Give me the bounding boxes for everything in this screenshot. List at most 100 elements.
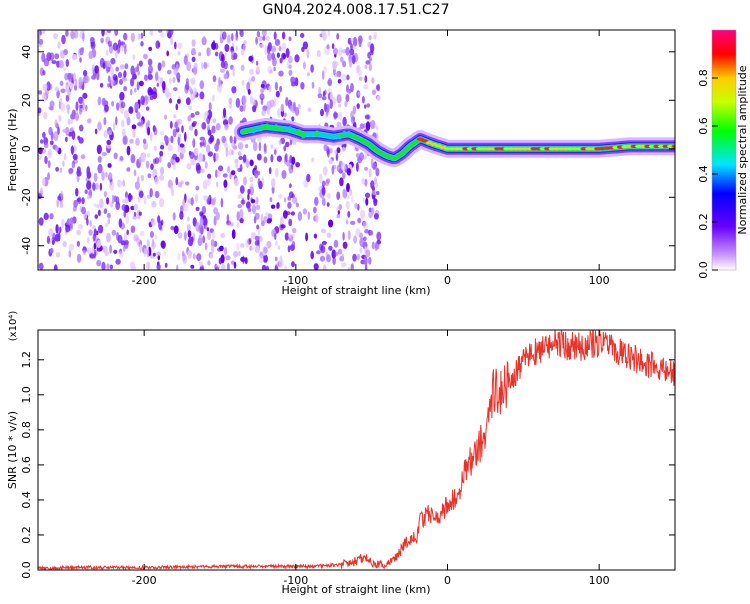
noise-blob (285, 141, 290, 148)
noise-blob (146, 120, 151, 127)
noise-blob (138, 190, 144, 198)
ridge-dot (273, 124, 279, 129)
noise-blob (249, 186, 254, 196)
noise-blob (188, 105, 192, 111)
noise-blob (208, 102, 212, 112)
noise-blob (306, 72, 310, 77)
noise-blob (230, 170, 236, 176)
noise-blob (137, 176, 140, 185)
noise-blob (137, 195, 141, 203)
noise-blob (196, 253, 202, 262)
noise-blob (106, 30, 112, 34)
noise-blob (227, 34, 231, 42)
noise-blob (331, 165, 335, 175)
ridge-dot (287, 126, 292, 131)
noise-blob (211, 231, 216, 240)
spectrogram-x-ticks: -200 -100 0 100 (132, 30, 610, 287)
noise-blob (321, 180, 326, 187)
spectrogram-marks (38, 30, 675, 270)
noise-blob (226, 262, 230, 270)
noise-blob (278, 45, 282, 52)
noise-blob (49, 213, 54, 220)
noise-blob (149, 188, 153, 198)
noise-blob (255, 60, 259, 66)
noise-blob (140, 95, 145, 106)
y-tick-label: 0.6 (20, 456, 33, 474)
noise-blob (68, 218, 74, 224)
noise-blob (109, 181, 115, 191)
noise-blob (328, 245, 333, 251)
ridge-dot (324, 133, 329, 139)
noise-blob (245, 158, 250, 169)
noise-blob (256, 170, 261, 176)
noise-blob (187, 230, 192, 238)
noise-blob (321, 186, 326, 196)
noise-blob (42, 83, 48, 91)
noise-blob (368, 256, 372, 265)
noise-blob (159, 131, 165, 136)
noise-blob (155, 40, 160, 49)
noise-blob (143, 196, 147, 205)
noise-blob (284, 265, 288, 270)
noise-blob (185, 181, 190, 186)
noise-blob (279, 85, 282, 93)
noise-blob (368, 35, 372, 41)
noise-blob (191, 56, 196, 62)
ridge-dot (305, 132, 311, 137)
noise-blob (43, 58, 50, 67)
noise-blob (369, 43, 375, 53)
noise-blob (115, 258, 121, 265)
noise-blob (105, 171, 108, 178)
noise-blob (94, 128, 98, 135)
noise-blob (125, 191, 128, 199)
noise-blob (138, 60, 143, 67)
noise-blob (367, 52, 371, 59)
noise-blob (41, 30, 46, 35)
y-tick-label: 40 (20, 45, 33, 59)
noise-blob (266, 45, 271, 55)
noise-blob (147, 74, 153, 80)
noise-blob (110, 76, 114, 87)
noise-blob (136, 241, 143, 247)
noise-blob (250, 232, 256, 240)
noise-blob (214, 51, 219, 57)
noise-blob (117, 71, 123, 79)
noise-blob (339, 177, 344, 187)
noise-blob (263, 156, 268, 164)
noise-blob (280, 103, 285, 112)
noise-blob (78, 107, 82, 115)
noise-blob (336, 33, 340, 40)
noise-blob (167, 31, 172, 39)
noise-blob (147, 153, 151, 158)
noise-blob (86, 180, 92, 190)
noise-blob (350, 220, 356, 225)
noise-blob (292, 227, 297, 234)
noise-blob (361, 178, 365, 185)
noise-blob (47, 172, 51, 181)
noise-blob (292, 101, 296, 112)
snr-x-label: Height of straight line (km) (281, 583, 430, 596)
noise-blob (38, 38, 44, 45)
noise-blob (93, 228, 97, 237)
noise-blob (71, 160, 76, 169)
noise-blob (97, 163, 103, 174)
noise-blob (332, 60, 338, 70)
noise-blob (264, 45, 267, 56)
noise-blob (284, 232, 289, 241)
noise-blob (288, 64, 292, 69)
noise-blob (154, 234, 158, 240)
noise-blob (305, 232, 309, 242)
noise-blob (132, 54, 135, 61)
noise-blob (54, 53, 60, 60)
noise-blob (208, 137, 213, 144)
ridge-dot (296, 129, 302, 134)
ridge-dot (333, 134, 338, 139)
noise-blob (340, 262, 346, 268)
noise-blob (122, 179, 126, 187)
noise-blob (356, 65, 360, 74)
noise-blob (146, 239, 150, 248)
noise-blob (345, 94, 350, 102)
noise-blob (154, 190, 160, 199)
noise-blob (337, 248, 343, 255)
noise-blob (256, 30, 261, 38)
